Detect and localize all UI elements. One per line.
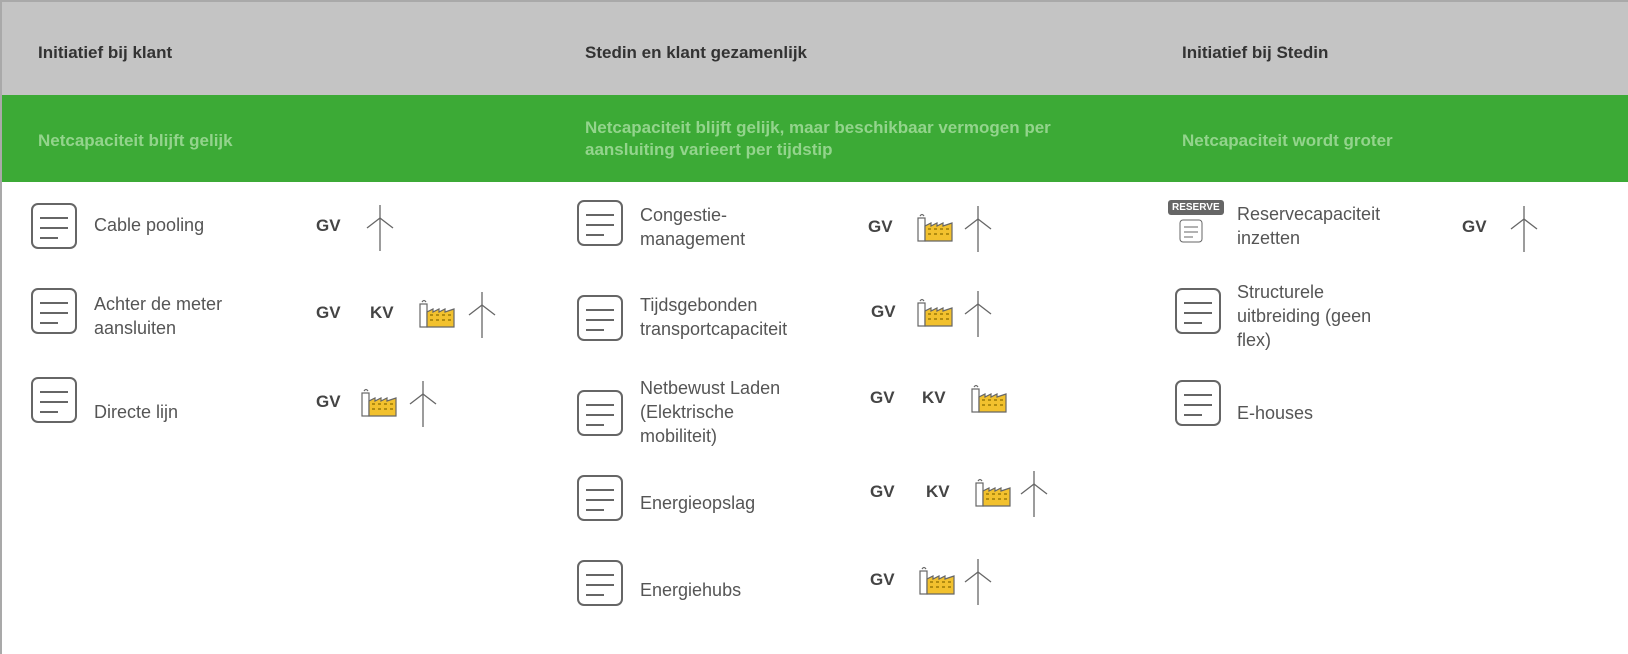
- item-icon: [24, 283, 84, 339]
- factory-icon: [916, 297, 954, 327]
- wind-icon: [963, 290, 993, 338]
- item-label: Congestie-management: [640, 205, 746, 249]
- tag: GV: [316, 392, 341, 411]
- wind-icon: [1019, 470, 1049, 518]
- wind-icon: [963, 558, 993, 606]
- column-subheader: Netcapaciteit blijft gelijk, maar beschi…: [585, 118, 1051, 159]
- tag: KV: [926, 482, 950, 501]
- item-icon: [570, 385, 630, 441]
- item-label: Energiehubs: [640, 580, 742, 600]
- column-subheader: Netcapaciteit wordt groter: [1182, 131, 1393, 150]
- subheader-band: [2, 95, 1628, 182]
- column-header: Stedin en klant gezamenlijk: [585, 43, 808, 62]
- tag: GV: [316, 303, 341, 322]
- icon-badge: RESERVE: [1168, 200, 1224, 215]
- tag: GV: [1462, 217, 1487, 236]
- wind-icon: [963, 205, 993, 253]
- item-icon: [24, 372, 84, 428]
- tag: KV: [370, 303, 394, 322]
- tag: GV: [871, 302, 896, 321]
- item-label: Tijdsgebonden transportcapaciteit: [640, 295, 788, 339]
- item-label: Cable pooling: [94, 215, 205, 235]
- item-label: Directe lijn: [94, 402, 179, 422]
- factory-icon: [918, 565, 956, 595]
- wind-icon: [467, 291, 497, 339]
- tag: GV: [870, 482, 895, 501]
- item-label: E-houses: [1237, 403, 1314, 423]
- hand-icon: [1176, 216, 1206, 246]
- tag: GV: [870, 388, 895, 407]
- item-icon: [24, 198, 84, 254]
- tag: GV: [316, 216, 341, 235]
- factory-icon: [360, 387, 398, 417]
- factory-icon: [418, 298, 456, 328]
- wind-icon: [1509, 205, 1539, 253]
- tag: GV: [870, 570, 895, 589]
- item-label: Netbewust Laden (Elektrische mobiliteit): [640, 378, 781, 446]
- item-label: Achter de meter aansluiten: [94, 294, 223, 338]
- item-icon: [570, 195, 630, 251]
- factory-icon: [974, 477, 1012, 507]
- item-icon: [570, 470, 630, 526]
- wind-icon: [408, 380, 438, 428]
- header-band: [2, 2, 1628, 95]
- item-icon: [570, 555, 630, 611]
- item-icon: [1168, 375, 1228, 431]
- item-label: Energieopslag: [640, 493, 756, 513]
- column-subheader: Netcapaciteit blijft gelijk: [38, 131, 233, 150]
- item-icon: [570, 290, 630, 346]
- tag: GV: [868, 217, 893, 236]
- item-icon: [1168, 283, 1228, 339]
- column-header: Initiatief bij Stedin: [1182, 43, 1329, 62]
- column-header: Initiatief bij klant: [38, 43, 173, 62]
- tag: KV: [922, 388, 946, 407]
- item-label: Reservecapaciteit inzetten: [1237, 204, 1381, 248]
- item-label: Structurele uitbreiding (geen flex): [1237, 282, 1372, 350]
- factory-icon: [970, 383, 1008, 413]
- wind-icon: [365, 204, 395, 252]
- factory-icon: [916, 212, 954, 242]
